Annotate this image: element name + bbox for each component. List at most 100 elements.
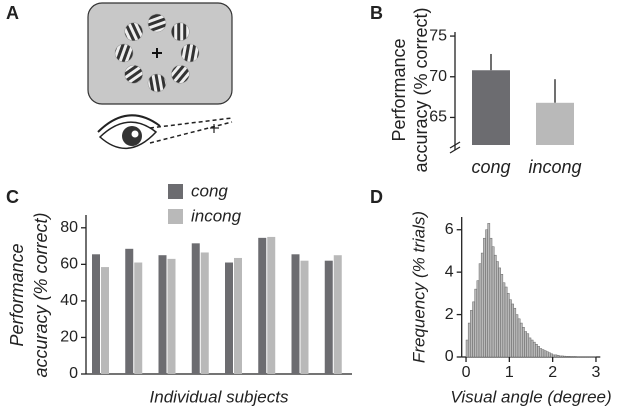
bar xyxy=(300,260,309,374)
histogram-bar xyxy=(561,355,564,358)
bar xyxy=(225,262,233,374)
x-tick-label: cong xyxy=(471,157,510,177)
histogram-bar xyxy=(493,254,497,358)
histogram-bar xyxy=(539,348,543,358)
legend-swatch xyxy=(168,209,183,224)
histogram-bar xyxy=(467,322,471,358)
histogram-bar xyxy=(498,267,501,358)
y-tick-label: 0 xyxy=(445,348,454,365)
histogram-bar xyxy=(550,353,553,358)
y-axis-label: accuracy (% correct) xyxy=(31,212,51,377)
histogram-bar xyxy=(511,303,514,358)
grating xyxy=(147,13,167,33)
histogram-bar xyxy=(480,252,484,358)
y-tick-label: 70 xyxy=(429,68,447,85)
bar xyxy=(472,70,510,145)
grating xyxy=(147,73,167,93)
x-tick-label: 1 xyxy=(505,364,514,381)
grating xyxy=(171,64,190,84)
panel-letter: D xyxy=(370,187,383,207)
y-axis-label: Frequency (% trials) xyxy=(409,211,428,363)
bar xyxy=(291,254,300,374)
histogram-bar xyxy=(541,349,545,358)
grating xyxy=(171,22,190,42)
stimulus-diagram xyxy=(87,2,233,150)
x-tick-label: 2 xyxy=(548,364,557,381)
panel-letter: B xyxy=(370,3,383,23)
histogram-bar xyxy=(552,354,556,358)
bar xyxy=(92,254,100,374)
histogram-bar xyxy=(524,331,527,358)
histogram-bar xyxy=(513,307,517,358)
bar xyxy=(324,260,333,374)
y-axis-label: Performance xyxy=(389,38,409,141)
histogram-bar xyxy=(502,282,506,358)
histogram-bar xyxy=(535,344,538,358)
histogram-bar xyxy=(543,350,547,358)
histogram-bar xyxy=(487,223,491,358)
bar xyxy=(333,255,342,374)
histogram-bar xyxy=(548,352,551,358)
bar xyxy=(125,248,134,374)
histogram-bar xyxy=(554,354,558,358)
histogram-bar xyxy=(558,355,562,358)
legend-label: cong xyxy=(191,181,228,200)
y-tick-label: 6 xyxy=(445,221,454,238)
axis-break xyxy=(449,146,461,154)
histogram-bar xyxy=(545,351,549,358)
histogram-bar xyxy=(500,274,504,358)
x-tick-label: 3 xyxy=(592,364,601,381)
grating xyxy=(124,64,143,84)
bar xyxy=(536,102,574,145)
histogram-bar xyxy=(556,355,560,358)
histogram-bar xyxy=(489,237,493,358)
histogram-bar xyxy=(530,339,534,358)
bar xyxy=(158,255,167,374)
histogram-bar xyxy=(517,318,521,358)
y-axis-label: accuracy (% correct) xyxy=(411,7,431,172)
histogram-bar xyxy=(504,286,508,358)
x-tick-label: 0 xyxy=(462,364,471,381)
histogram-bar xyxy=(506,293,510,358)
y-tick-label: 80 xyxy=(60,219,78,236)
histogram-bar xyxy=(496,261,499,358)
histogram-bar xyxy=(565,356,569,358)
histogram-bar xyxy=(567,356,571,358)
bar xyxy=(167,258,176,374)
y-tick-label: 40 xyxy=(60,292,78,309)
histogram-bar xyxy=(509,299,512,358)
histogram-bar xyxy=(526,333,530,358)
legend-label: incong xyxy=(191,206,242,225)
y-tick-label: 20 xyxy=(60,329,78,346)
grating xyxy=(114,43,134,63)
histogram-bar xyxy=(563,355,566,358)
legend-swatch xyxy=(168,184,183,199)
histogram-bar xyxy=(474,288,478,358)
histogram-bar xyxy=(476,280,480,358)
histogram-bar xyxy=(519,322,523,358)
grating xyxy=(180,43,200,63)
bar xyxy=(267,236,276,374)
histogram-bar xyxy=(515,314,519,358)
x-tick-label: incong xyxy=(528,157,581,177)
histogram-bar xyxy=(478,263,482,358)
y-tick-label: 2 xyxy=(445,306,454,323)
grating xyxy=(124,22,143,42)
histogram-bar xyxy=(470,310,473,358)
bar xyxy=(191,243,200,374)
histogram-bar xyxy=(528,337,532,358)
histogram-bar xyxy=(537,346,540,358)
histogram-bar xyxy=(491,246,495,358)
axis-break xyxy=(449,141,461,149)
bar xyxy=(101,267,109,374)
x-axis-label: Individual subjects xyxy=(150,387,289,406)
histogram-bar xyxy=(465,339,469,358)
y-tick-label: 75 xyxy=(429,27,447,44)
y-axis-label: Performance xyxy=(7,243,27,346)
panel-letter: C xyxy=(6,187,19,207)
bar xyxy=(134,262,143,374)
histogram-bar xyxy=(472,301,475,358)
histogram-bar xyxy=(485,229,488,358)
y-tick-label: 0 xyxy=(69,365,78,382)
y-tick-label: 4 xyxy=(445,263,454,280)
